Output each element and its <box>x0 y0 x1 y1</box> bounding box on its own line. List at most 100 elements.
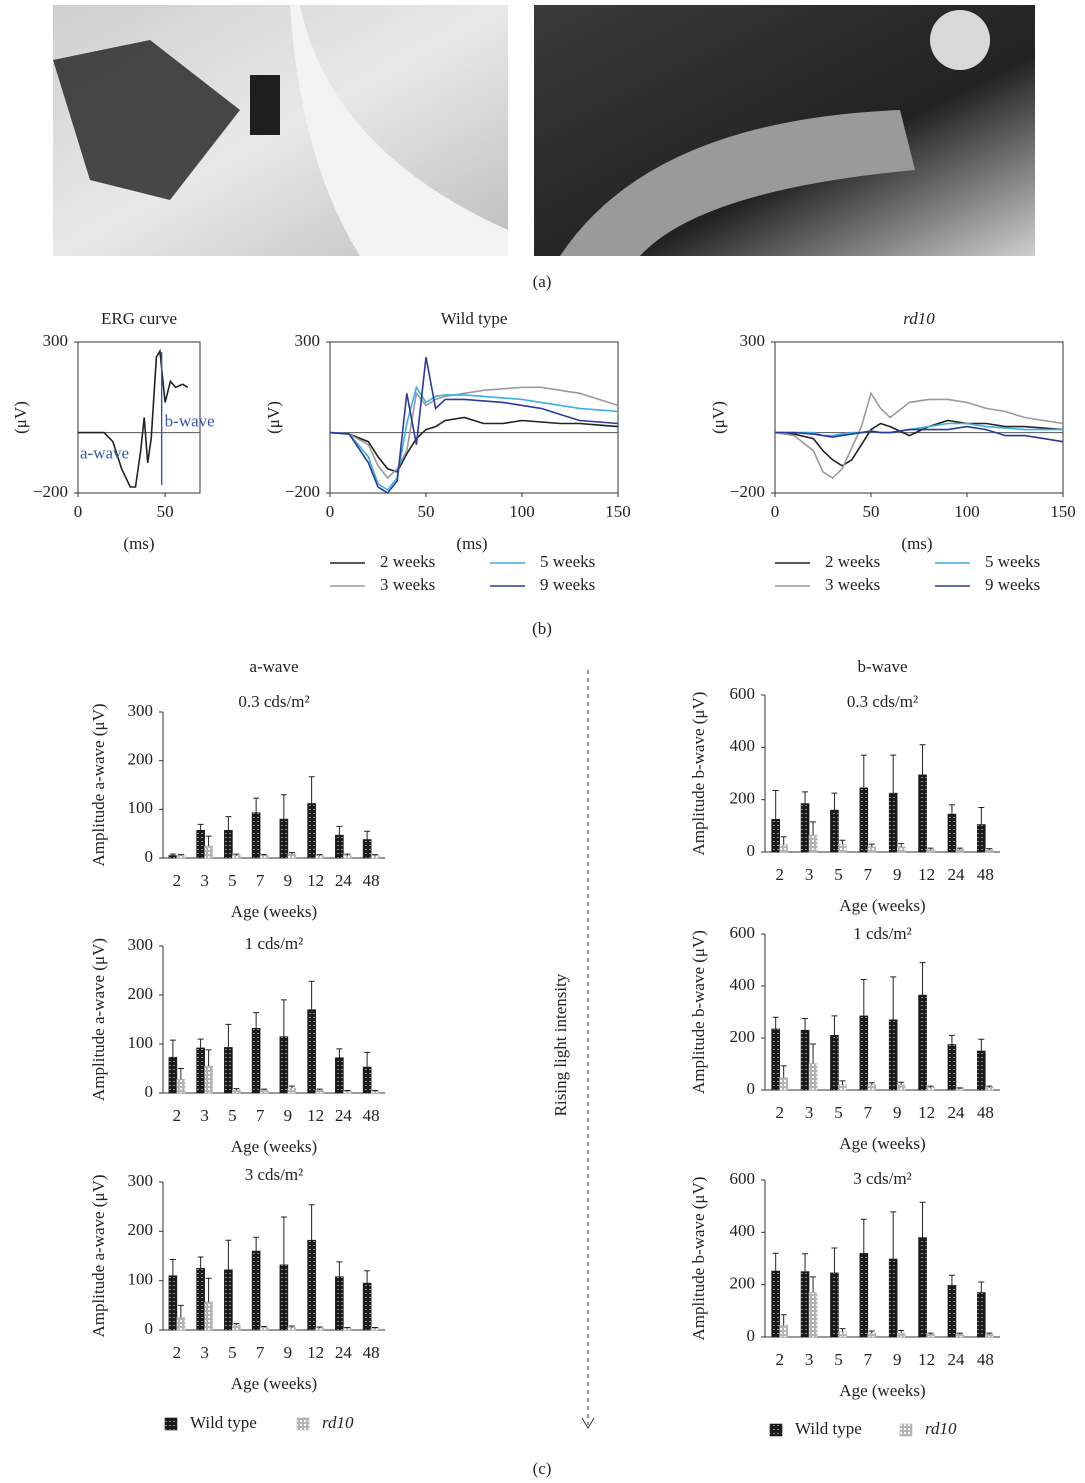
y-tick-label: 200 <box>128 1220 154 1239</box>
legend-label: Wild type <box>190 1413 257 1432</box>
x-tick-label: 12 <box>307 871 324 890</box>
error-bar <box>978 1038 985 1051</box>
bar <box>838 1084 847 1091</box>
error-bar <box>956 1087 963 1089</box>
error-bar <box>344 1090 351 1092</box>
x-tick-label: 24 <box>947 865 965 884</box>
legend-label: Wild type <box>795 1419 862 1438</box>
error-bar <box>956 1332 963 1335</box>
bar <box>343 1328 352 1331</box>
legend-swatch <box>899 1423 913 1437</box>
error-bar <box>780 836 787 845</box>
error-bar <box>772 790 779 820</box>
error-bar <box>233 1323 240 1326</box>
x-tick-label: 9 <box>284 871 293 890</box>
bar <box>830 1272 839 1338</box>
error-bar <box>919 1201 926 1238</box>
annotation: a-wave <box>80 444 129 463</box>
chart-subtitle: 3 cds/m² <box>853 1169 911 1188</box>
bar <box>977 1292 986 1338</box>
x-tick-label: 150 <box>605 502 631 521</box>
error-bar <box>280 999 287 1037</box>
x-tick-label: 48 <box>977 865 994 884</box>
error-bar <box>364 1270 371 1284</box>
bar <box>800 1029 810 1091</box>
bar <box>888 1019 898 1091</box>
x-axis-label: Age (weeks) <box>839 1381 925 1400</box>
bar <box>287 853 297 859</box>
bar <box>888 1258 898 1338</box>
y-tick-label: 200 <box>128 984 154 1003</box>
line-series <box>774 419 1064 467</box>
bar <box>926 1087 935 1091</box>
error-bar <box>336 1261 343 1277</box>
bar <box>362 839 372 859</box>
bar <box>168 1056 178 1094</box>
error-bar <box>280 1216 287 1265</box>
bar <box>830 809 839 853</box>
y-tick-label: 300 <box>128 701 154 720</box>
bar <box>196 1268 205 1331</box>
plot-frame <box>774 341 1064 494</box>
y-axis-label: Amplitude b-wave (μV) <box>689 930 708 1094</box>
x-tick-label: 12 <box>918 1103 935 1122</box>
bar <box>204 1065 213 1094</box>
bar <box>947 1044 957 1091</box>
y-tick-label: −200 <box>730 482 765 501</box>
error-bar <box>169 853 176 856</box>
line-series <box>774 391 1064 479</box>
error-bar <box>919 962 926 996</box>
panel-label: (c) <box>533 1459 552 1478</box>
bar <box>315 1327 324 1331</box>
bar <box>947 813 957 853</box>
y-tick-label: 200 <box>730 1274 756 1293</box>
chart-subtitle: 1 cds/m² <box>245 934 303 953</box>
x-tick-label: 24 <box>947 1103 965 1122</box>
bar <box>335 1276 344 1331</box>
error-bar <box>169 1258 176 1276</box>
error-bar <box>927 1085 934 1088</box>
bar <box>771 1270 780 1338</box>
error-bar <box>364 830 371 840</box>
bar <box>896 846 906 853</box>
bar <box>859 1252 869 1338</box>
x-tick-label: 2 <box>173 1343 182 1362</box>
bar <box>259 1089 269 1094</box>
bar <box>279 818 289 859</box>
error-bar <box>316 1326 323 1329</box>
y-axis-label: Amplitude a-wave (μV) <box>89 938 108 1101</box>
error-bar <box>948 1034 955 1045</box>
bar <box>251 1028 261 1094</box>
x-tick-label: 0 <box>771 502 780 521</box>
bar <box>896 1084 906 1091</box>
bar <box>977 824 986 853</box>
error-bar <box>810 1276 817 1293</box>
error-bar <box>336 825 343 836</box>
legend-swatch <box>164 1417 178 1431</box>
x-tick-label: 2 <box>173 1106 182 1125</box>
bar <box>926 849 935 853</box>
x-tick-label: 3 <box>200 1106 209 1125</box>
bar <box>955 849 965 853</box>
bar <box>977 1050 986 1091</box>
x-tick-label: 5 <box>834 1350 843 1369</box>
error-bar <box>261 1088 268 1091</box>
error-bar <box>986 1332 993 1335</box>
chart-subtitle: 0.3 cds/m² <box>847 692 918 711</box>
y-axis-label: Amplitude b-wave (μV) <box>689 692 708 856</box>
error-bar <box>860 1218 867 1254</box>
error-bar <box>316 1088 323 1091</box>
x-tick-label: 100 <box>954 502 980 521</box>
legend-label: rd10 <box>925 1419 957 1438</box>
error-bar <box>898 1081 905 1085</box>
error-bar <box>978 1281 985 1293</box>
x-tick-label: 0 <box>326 502 335 521</box>
y-tick-label: 300 <box>128 1171 154 1190</box>
bar <box>800 1271 810 1338</box>
chart-subtitle: 1 cds/m² <box>853 924 911 943</box>
y-tick-label: 300 <box>740 331 766 350</box>
error-bar <box>253 797 260 813</box>
legend-label: 5 weeks <box>540 552 595 571</box>
error-bar <box>860 754 867 788</box>
